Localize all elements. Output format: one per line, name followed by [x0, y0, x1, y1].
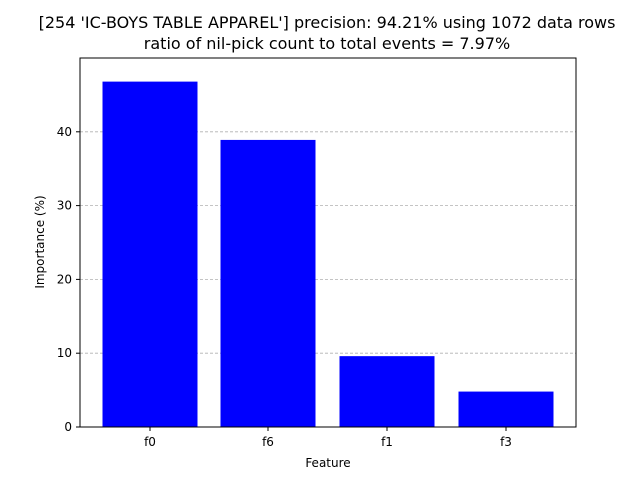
x-tick-label-f6: f6: [262, 435, 274, 449]
plot-frame: [79, 57, 577, 428]
chart-title-line-2: ratio of nil-pick count to total events …: [144, 34, 510, 53]
y-tick-label: 30: [57, 199, 72, 213]
bar-f0: [102, 81, 198, 427]
y-tick-label: 10: [57, 346, 72, 360]
y-tick-label: 40: [57, 125, 72, 139]
y-tick-label: 20: [57, 272, 72, 286]
y-axis-label: Importance (%): [33, 195, 47, 288]
bar-f3: [458, 391, 554, 427]
x-axis-label: Feature: [305, 456, 350, 470]
x-tick-label-f3: f3: [500, 435, 512, 449]
bar-f6: [220, 139, 316, 427]
x-axis-ticks: f0 f6 f1 f3: [144, 427, 512, 449]
bar-f1: [339, 356, 435, 427]
chart-title-line-1: [254 'IC-BOYS TABLE APPAREL'] precision:…: [39, 13, 616, 32]
y-axis-ticks: 0 10 20 30 40: [57, 125, 80, 434]
x-tick-label-f0: f0: [144, 435, 156, 449]
x-tick-label-f1: f1: [381, 435, 393, 449]
bars: [102, 81, 554, 427]
y-tick-label: 0: [64, 420, 72, 434]
